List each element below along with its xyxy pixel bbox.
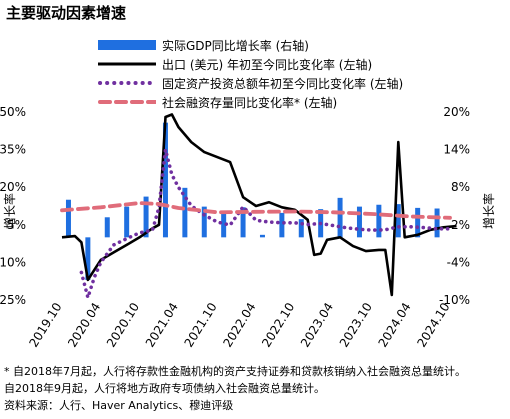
legend-label-export: 出口 (美元) 年初至今同比变化率 (左轴) — [162, 58, 373, 72]
legend-swatch-export — [98, 62, 156, 66]
gdp-bar — [434, 208, 440, 238]
gdp-bar — [240, 207, 246, 238]
gdp-bar — [259, 234, 265, 238]
legend: 实际GDP同比增长率 (右轴) 出口 (美元) 年初至今同比变化率 (左轴) 固… — [98, 36, 498, 112]
gdp-bar — [85, 237, 91, 280]
y-right-tick-label: -10% — [439, 293, 470, 307]
gdp-bar — [221, 212, 227, 238]
y-right-tick-label: 14% — [443, 143, 470, 157]
gdp-bar — [182, 187, 188, 238]
legend-item-export: 出口 (美元) 年初至今同比变化率 (左轴) — [98, 55, 498, 74]
y-right-tick-label: 20% — [443, 105, 470, 119]
legend-label-investment: 固定资产投资总额年初至今同比变化率 (左轴) — [162, 77, 404, 91]
gdp-bar — [337, 197, 343, 238]
y-right-tick-label: -4% — [447, 255, 470, 269]
y-right-axis-label: 增长率 — [481, 193, 496, 229]
x-tick-label: 2024.04 — [376, 300, 414, 350]
gdp-bar — [356, 206, 362, 238]
footnote-line-2: 自2018年9月起，人行将地方政府专项债纳入社会融资总量统计。 — [4, 382, 325, 395]
series-line-investment — [79, 147, 452, 300]
source-note: 资料来源：人行、Haver Analytics、穆迪评级 — [4, 399, 234, 412]
y-left-tick-label: 35% — [0, 143, 26, 157]
footnote-line-1: * 自2018年7月起，人行将存款性金融机构的资产支持证券和贷款核销纳入社会融资… — [4, 365, 466, 378]
x-tick-label: 2021.10 — [182, 300, 220, 350]
gdp-bar — [104, 217, 110, 238]
y-right-tick-label: 2% — [451, 218, 470, 232]
y-left-tick-label: -10% — [0, 255, 26, 269]
x-tick-label: 2019.10 — [26, 300, 64, 350]
legend-item-social-financing: 社会融资存量同比变化率* (左轴) — [98, 93, 498, 112]
legend-swatch-investment — [98, 81, 156, 85]
series-lines — [60, 113, 457, 300]
legend-item-gdp: 实际GDP同比增长率 (右轴) — [98, 36, 498, 55]
y-left-tick-label: 50% — [0, 105, 26, 119]
legend-swatch-social-financing — [98, 100, 156, 104]
legend-label-gdp: 实际GDP同比增长率 (右轴) — [162, 39, 309, 53]
gdp-bar — [395, 204, 401, 238]
gdp-bar — [279, 212, 285, 238]
gdp-bar — [65, 199, 71, 238]
x-tick-label: 2024.10 — [414, 300, 452, 350]
gdp-bar — [298, 219, 304, 238]
x-tick-label: 2022.10 — [259, 300, 297, 350]
gdp-bar — [162, 122, 168, 238]
gdp-bar — [376, 204, 382, 238]
x-tick-label: 2023.10 — [337, 300, 375, 350]
chart-title: 主要驱动因素增速 — [6, 4, 127, 22]
gdp-bar — [201, 206, 207, 238]
y-left-tick-label: -25% — [0, 293, 26, 307]
gdp-bar — [415, 207, 421, 238]
x-tick-label: 2020.10 — [104, 300, 142, 350]
gdp-bar — [124, 206, 130, 238]
chart-plot: 50% 35% 20% 5% -10% -25% 20% 14% 8% 2% -4% -10% 增长率 增… — [0, 105, 496, 350]
x-tick-label: 2022.04 — [220, 300, 258, 350]
x-tick-label: 2023.04 — [298, 300, 336, 350]
footnotes: * 自2018年7月起，人行将存款性金融机构的资产支持证券和贷款核销纳入社会融资… — [4, 363, 508, 414]
gdp-bar — [143, 196, 149, 238]
gdp-bars — [65, 122, 440, 280]
y-left-tick-label: 5% — [7, 218, 26, 232]
series-line-social-financing — [60, 201, 452, 220]
legend-item-investment: 固定资产投资总额年初至今同比变化率 (左轴) — [98, 74, 498, 93]
legend-swatch-gdp — [98, 40, 156, 50]
y-left-tick-label: 20% — [0, 180, 26, 194]
x-tick-label: 2021.04 — [143, 300, 181, 350]
y-right-tick-label: 8% — [451, 180, 470, 194]
x-tick-label: 2020.04 — [65, 300, 103, 350]
y-left-axis-label: 增长率 — [2, 193, 17, 229]
series-line-export — [61, 113, 457, 297]
legend-label-social-financing: 社会融资存量同比变化率* (左轴) — [162, 96, 338, 110]
